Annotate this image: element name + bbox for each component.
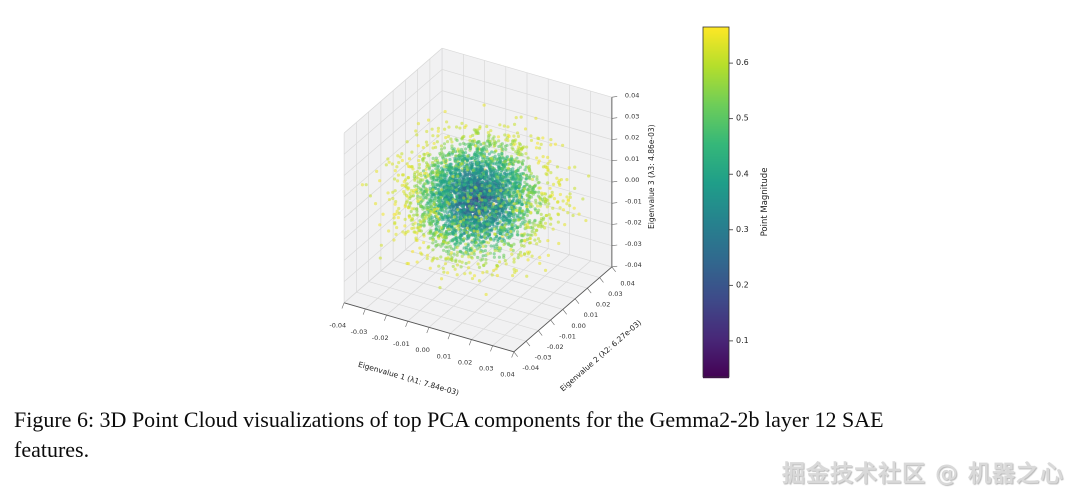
pca-3d-scatter-plot	[0, 0, 1080, 400]
caption-line-1: Figure 6: 3D Point Cloud visualizations …	[14, 407, 884, 432]
watermark: 掘金技术社区 @ 机器之心	[781, 461, 1064, 487]
caption-line-2: features.	[14, 436, 90, 462]
figure-caption: Figure 6: 3D Point Cloud visualizations …	[14, 405, 1070, 464]
